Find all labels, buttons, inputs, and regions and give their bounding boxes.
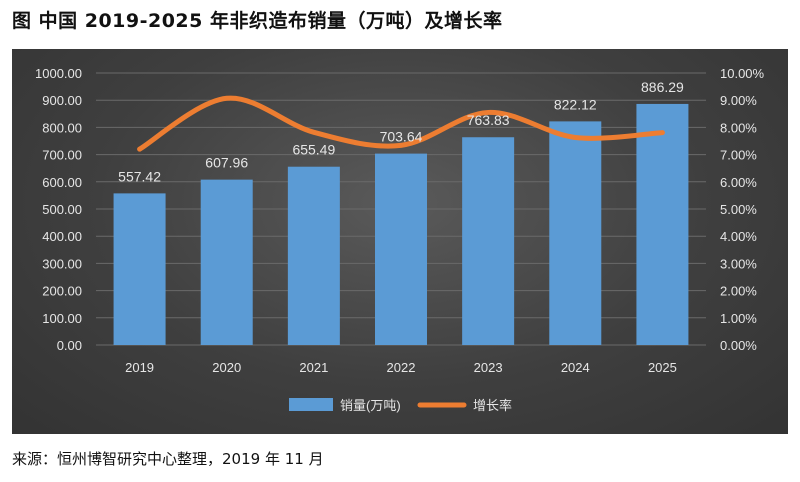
bar-2024: [549, 121, 602, 345]
y-right-tick-label: 8.00%: [720, 120, 757, 135]
x-tick-label: 2020: [212, 360, 241, 375]
y-left-tick-label: 800.00: [42, 120, 82, 135]
bar-2023: [462, 137, 515, 345]
bar-value-label: 886.29: [641, 79, 684, 95]
growth-rate-line: [137, 95, 665, 152]
y-left-tick-label: 400.00: [42, 229, 82, 244]
x-tick-label: 2022: [387, 360, 416, 375]
legend-bar-label: 销量(万吨): [340, 398, 401, 413]
y-left-tick-label: 500.00: [42, 202, 82, 217]
y-right-tick-label: 0.00%: [720, 338, 757, 353]
bar-2020: [200, 179, 253, 345]
bar-2021: [287, 166, 340, 345]
y-left-tick-label: 200.00: [42, 284, 82, 299]
bar-value-label: 763.83: [467, 112, 510, 128]
y-right-tick-label: 9.00%: [720, 93, 757, 108]
bar-value-label: 607.96: [205, 155, 248, 171]
y-right-tick-label: 7.00%: [720, 148, 757, 163]
y-right-tick-label: 10.00%: [720, 66, 765, 81]
chart-title: 图 中国 2019-2025 年非织造布销量（万吨）及增长率: [12, 10, 503, 32]
chart-area: 0.00 100.00 200.00 300.00 400.00 500.00 600.00…: [12, 49, 788, 434]
bar-value-label: 655.49: [292, 142, 335, 158]
legend-line-label: 增长率: [473, 398, 512, 413]
bar-value-label: 703.64: [380, 129, 423, 145]
y-right-tick-label: 5.00%: [720, 202, 757, 217]
bar-value-label: 822.12: [554, 96, 597, 112]
x-tick-label: 2023: [474, 360, 503, 375]
y-right-tick-label: 6.00%: [720, 175, 757, 190]
chart-svg: 0.00 100.00 200.00 300.00 400.00 500.00 600.00…: [35, 66, 765, 413]
y-left-tick-label: 700.00: [42, 148, 82, 163]
y-left-tick-label: 900.00: [42, 93, 82, 108]
y-right-tick-label: 1.00%: [720, 311, 757, 326]
y-left-tick-label: 1000.00: [35, 66, 82, 81]
x-tick-label: 2025: [648, 360, 677, 375]
bar-2025: [636, 103, 689, 345]
x-tick-label: 2024: [561, 360, 590, 375]
y-left-tick-label: 300.00: [42, 256, 82, 271]
bar-value-label: 557.42: [118, 168, 161, 184]
legend-bar-swatch: [289, 398, 333, 411]
y-right-tick-label: 2.00%: [720, 284, 757, 299]
y-left-tick-label: 600.00: [42, 175, 82, 190]
y-right-tick-label: 3.00%: [720, 256, 757, 271]
x-tick-label: 2019: [125, 360, 154, 375]
bar-2019: [113, 193, 166, 345]
y-left-tick-label: 0.00: [57, 338, 82, 353]
y-right-tick-label: 4.00%: [720, 229, 757, 244]
source-note: 来源：恒州博智研究中心整理，2019 年 11 月: [12, 450, 324, 468]
x-tick-label: 2021: [299, 360, 328, 375]
y-left-tick-label: 100.00: [42, 311, 82, 326]
bar-2022: [375, 153, 427, 345]
